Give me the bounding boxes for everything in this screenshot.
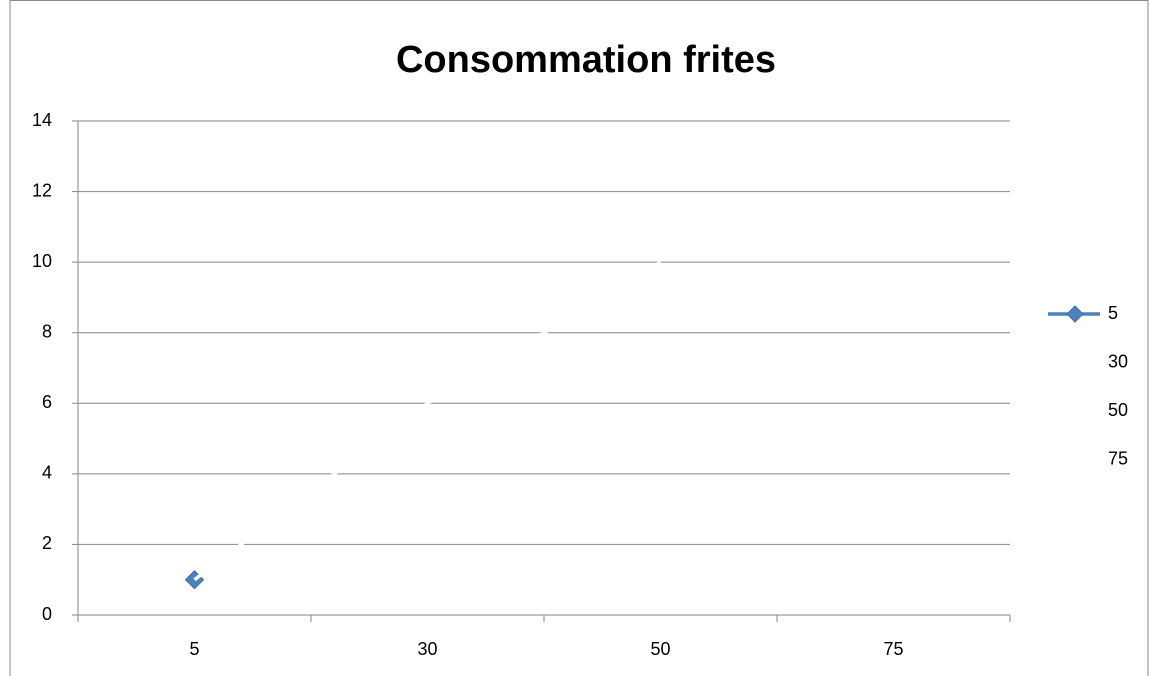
legend-label: 5 [1108, 303, 1118, 323]
legend-label: 50 [1108, 400, 1128, 420]
y-tick-label: 8 [42, 321, 52, 341]
y-tick-label: 0 [42, 604, 52, 624]
y-tick-label: 14 [32, 110, 52, 130]
y-tick-label: 4 [42, 463, 52, 483]
series-line [193, 260, 662, 582]
legend-marker [1066, 305, 1084, 323]
y-tick-label: 12 [32, 180, 52, 200]
y-tick-label: 10 [32, 251, 52, 271]
x-tick-label: 50 [650, 639, 670, 659]
legend-label: 75 [1108, 448, 1128, 468]
y-tick-label: 6 [42, 392, 52, 412]
legend-label: 30 [1108, 351, 1128, 371]
y-tick-label: 2 [42, 533, 52, 553]
x-tick-label: 75 [883, 639, 903, 659]
chart-border [9, 0, 1149, 676]
x-tick-label: 30 [417, 639, 437, 659]
chart-title: Consommation frites [396, 39, 776, 81]
x-tick-label: 5 [189, 639, 199, 659]
